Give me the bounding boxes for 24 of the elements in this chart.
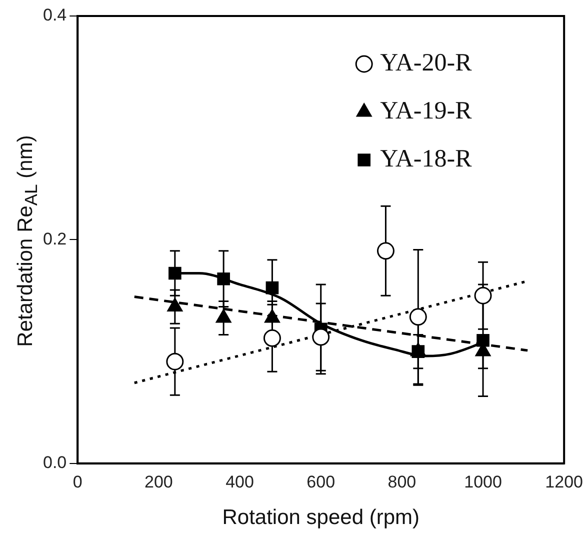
point [474,286,492,304]
y-tick-label: 0.4 [42,6,67,25]
point [476,334,490,347]
legend-label: YA-19-R [380,98,472,125]
point [266,281,279,294]
y-tick-label: 0.0 [42,453,67,472]
point [312,328,330,346]
point [263,329,281,347]
y-tick-label: 0.2 [42,229,67,248]
x-tick-label: 200 [144,472,173,492]
x-tick-label: 1200 [545,472,584,492]
point [166,352,184,370]
x-tick-label: 1000 [464,472,502,492]
point [168,266,182,280]
legend-label: YA-20-R [380,50,472,77]
x-tick-label: 800 [388,472,416,492]
point [217,272,230,286]
point [409,308,427,326]
legend-label: YA-18-R [380,146,472,173]
x-tick-label: 400 [226,472,254,492]
point [376,242,394,260]
x-tick-label: 600 [306,472,336,492]
x-tick-label: 0 [72,472,82,492]
x-axis-title: Rotation speed (rpm) [222,506,420,530]
